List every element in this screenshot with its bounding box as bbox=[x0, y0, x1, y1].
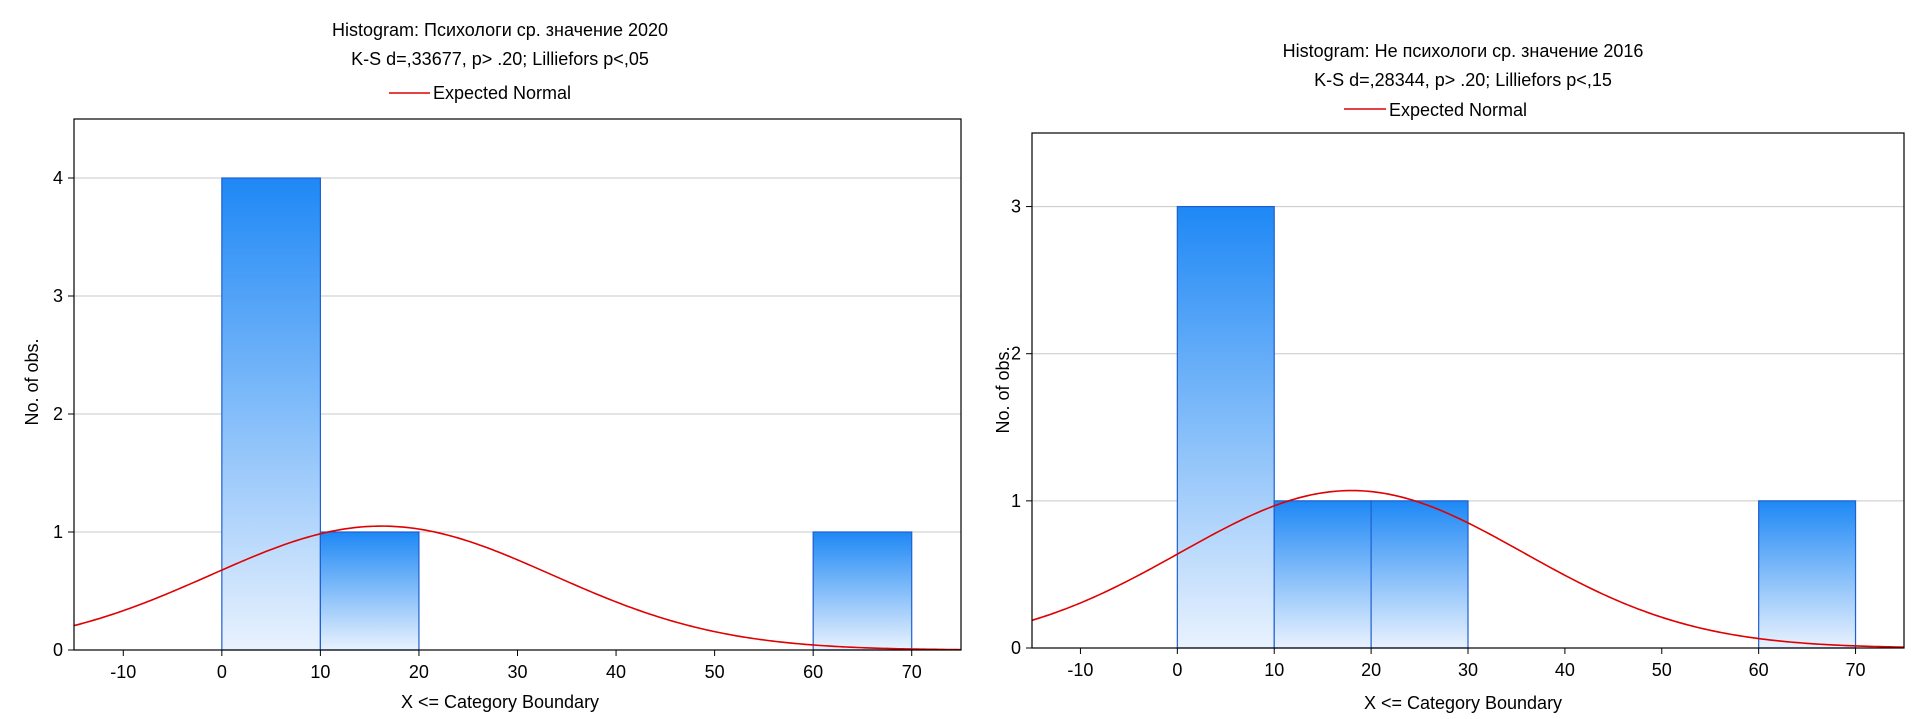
histogram-non-psychologists-2016: Histogram: Не психологи ср. значение 201… bbox=[978, 22, 1914, 719]
x-tick-label: 30 bbox=[507, 662, 527, 682]
x-tick-label: 70 bbox=[1846, 660, 1866, 680]
y-tick-label: 2 bbox=[1011, 344, 1021, 364]
histogram-bar bbox=[319, 531, 420, 651]
histogram-bar bbox=[1176, 205, 1275, 649]
x-axis-label: X <= Category Boundary bbox=[401, 692, 599, 712]
legend-label-expected-normal: Expected Normal bbox=[433, 83, 571, 103]
x-tick-label: 50 bbox=[1652, 660, 1672, 680]
histogram-psychologists-2020: Histogram: Психологи ср. значение 2020 K… bbox=[8, 8, 970, 719]
x-tick-label: 10 bbox=[310, 662, 330, 682]
x-tick-label: 60 bbox=[803, 662, 823, 682]
y-tick-label: 4 bbox=[53, 168, 63, 188]
chart-svg-psychologists: Histogram: Психологи ср. значение 2020 K… bbox=[22, 20, 962, 712]
chart-title: Histogram: Не психологи ср. значение 201… bbox=[1283, 41, 1644, 61]
chart-subtitle: K-S d=,28344, p> .20; Lilliefors p<,15 bbox=[1314, 70, 1612, 90]
chart-subtitle: K-S d=,33677, p> .20; Lilliefors p<,05 bbox=[351, 49, 649, 69]
histogram-bar bbox=[1273, 500, 1372, 649]
y-axis-label: No. of obs. bbox=[22, 338, 42, 425]
x-tick-label: 0 bbox=[1172, 660, 1182, 680]
x-tick-label: 30 bbox=[1458, 660, 1478, 680]
y-tick-label: 1 bbox=[1011, 491, 1021, 511]
chart-title: Histogram: Психологи ср. значение 2020 bbox=[332, 20, 668, 40]
expected-normal-curve bbox=[74, 525, 961, 650]
histogram-bar bbox=[812, 531, 913, 651]
x-tick-label: -10 bbox=[1067, 660, 1093, 680]
x-tick-label: 0 bbox=[217, 662, 227, 682]
histogram-bar bbox=[1370, 500, 1469, 649]
y-axis-label: No. of obs. bbox=[993, 346, 1013, 433]
x-tick-label: 40 bbox=[1555, 660, 1575, 680]
histogram-bar bbox=[1758, 500, 1857, 649]
x-tick-label: 40 bbox=[606, 662, 626, 682]
x-axis-label: X <= Category Boundary bbox=[1364, 693, 1562, 713]
y-tick-label: 2 bbox=[53, 404, 63, 424]
y-tick-label: 0 bbox=[1011, 638, 1021, 658]
x-tick-label: 20 bbox=[1361, 660, 1381, 680]
x-tick-label: 50 bbox=[705, 662, 725, 682]
histogram-bar bbox=[221, 177, 321, 651]
y-tick-label: 3 bbox=[53, 286, 63, 306]
y-tick-label: 1 bbox=[53, 522, 63, 542]
x-tick-label: 10 bbox=[1264, 660, 1284, 680]
y-tick-label: 0 bbox=[53, 640, 63, 660]
x-tick-label: -10 bbox=[110, 662, 136, 682]
legend-label-expected-normal: Expected Normal bbox=[1389, 100, 1527, 120]
x-tick-label: 60 bbox=[1749, 660, 1769, 680]
expected-normal-curve bbox=[1032, 489, 1904, 648]
y-tick-label: 3 bbox=[1011, 197, 1021, 217]
x-tick-label: 70 bbox=[902, 662, 922, 682]
x-tick-label: 20 bbox=[409, 662, 429, 682]
chart-svg-non-psychologists: Histogram: Не психологи ср. значение 201… bbox=[993, 41, 1905, 713]
